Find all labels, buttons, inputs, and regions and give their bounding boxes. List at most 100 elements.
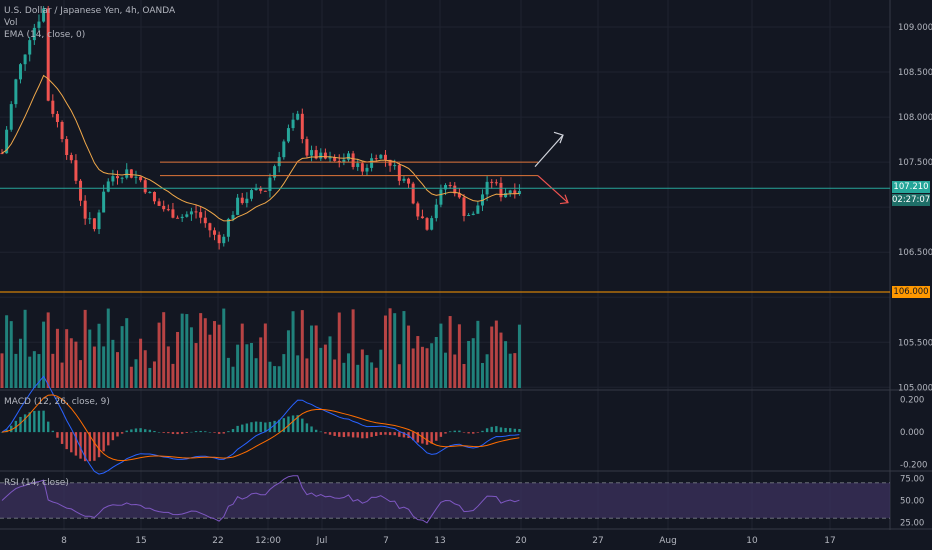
volume-bar [323, 344, 327, 388]
macd-histogram-bar [162, 432, 165, 433]
volume-bar [79, 360, 83, 388]
candle-body [517, 191, 521, 195]
macd-histogram-bar [305, 423, 309, 433]
volume-bar [490, 326, 494, 388]
candle-body [46, 8, 50, 101]
volume-bar [310, 325, 314, 388]
candle-body [148, 192, 152, 194]
candle-body [51, 100, 55, 114]
candle-body [425, 218, 429, 230]
macd-histogram-bar [328, 432, 332, 435]
macd-histogram-bar [0, 432, 4, 433]
macd-histogram-bar [190, 431, 193, 433]
macd-histogram-bar [430, 432, 433, 444]
macd-histogram-bar [134, 428, 138, 433]
volume-bar [46, 312, 50, 388]
macd-histogram-bar [356, 432, 359, 438]
volume-bar [286, 330, 290, 388]
candle-body [83, 200, 87, 219]
candle-body [185, 214, 189, 217]
candle-body [356, 163, 360, 167]
ema-legend[interactable]: EMA (14, close, 0) [4, 30, 86, 40]
volume-bar [370, 362, 374, 388]
macd-histogram-bar [70, 432, 73, 453]
macd-histogram-bar [74, 432, 78, 456]
volume-bar [263, 323, 267, 388]
vol-legend[interactable]: Vol [4, 18, 18, 28]
candle-body [296, 113, 300, 120]
candle-body [203, 217, 207, 224]
volume-bar [471, 338, 475, 388]
volume-bar [360, 349, 364, 388]
time-axis-label: 27 [592, 536, 603, 546]
candle-body [240, 197, 244, 204]
up-arrowhead [553, 131, 564, 144]
candle-body [291, 119, 295, 129]
candle-body [462, 197, 466, 216]
volume-bar [18, 338, 22, 388]
volume-bar [83, 309, 87, 388]
volume-bar [300, 310, 304, 388]
macd-histogram-bar [254, 421, 258, 433]
volume-bar [51, 353, 55, 388]
candle-body [411, 183, 415, 204]
macd-histogram-bar [273, 420, 276, 433]
chart-title: U.S. Dollar / Japanese Yen, 4h, OANDA [4, 6, 176, 16]
volume-bar [296, 355, 300, 388]
candle-body [111, 176, 115, 182]
candle-body [282, 141, 286, 158]
volume-bar [240, 323, 244, 388]
macd-histogram-bar [231, 429, 235, 433]
macd-histogram-bar [93, 432, 96, 461]
candle-body [254, 187, 258, 191]
volume-bar [249, 342, 253, 388]
macd-histogram-bar [194, 431, 198, 433]
candle-body [490, 181, 494, 183]
volume-bar [356, 364, 360, 388]
macd-histogram-bar [217, 432, 221, 434]
macd-histogram-bar [393, 432, 396, 436]
candle-body [143, 180, 147, 193]
candle-body [157, 201, 161, 206]
macd-histogram-bar [208, 432, 212, 433]
macd-histogram-bar [107, 432, 110, 446]
candle-body [457, 193, 461, 198]
macd-histogram-bar [425, 432, 429, 445]
macd-histogram-bar [120, 432, 124, 434]
macd-histogram-bar [97, 432, 101, 458]
macd-histogram-bar [204, 431, 207, 433]
macd-histogram-bar [23, 414, 27, 433]
candle-body [337, 160, 341, 162]
volume-bar [333, 359, 337, 388]
macd-histogram-bar [370, 432, 373, 437]
volume-bar [226, 357, 230, 388]
candle-body [370, 158, 374, 168]
macd-histogram-bar [379, 432, 383, 435]
macd-histogram-bar [462, 432, 466, 433]
macd-histogram-bar [347, 432, 350, 437]
candle-body [213, 230, 217, 235]
macd-axis-label: 0.000 [900, 428, 924, 438]
volume-bar [494, 320, 498, 388]
volume-bar [485, 354, 489, 388]
volume-bar [365, 355, 369, 388]
macd-histogram-bar [338, 432, 341, 437]
macd-histogram-bar [361, 432, 364, 439]
volume-bar [231, 366, 235, 388]
time-axis-label: 10 [746, 536, 758, 546]
volume-bar [268, 361, 272, 388]
candle-body [508, 190, 512, 194]
candle-body [28, 40, 32, 55]
rsi-legend[interactable]: RSI (14, close) [4, 478, 69, 488]
rsi-axis-label: 75.00 [900, 474, 924, 484]
macd-histogram-bar [47, 421, 50, 433]
volume-bar [148, 367, 152, 388]
volume-bar [517, 324, 521, 388]
macd-legend[interactable]: MACD (12, 26, close, 9) [4, 397, 110, 407]
volume-bar [143, 350, 147, 388]
volume-bar [171, 363, 175, 388]
volume-bar [453, 354, 457, 388]
volume-bar [152, 361, 156, 388]
